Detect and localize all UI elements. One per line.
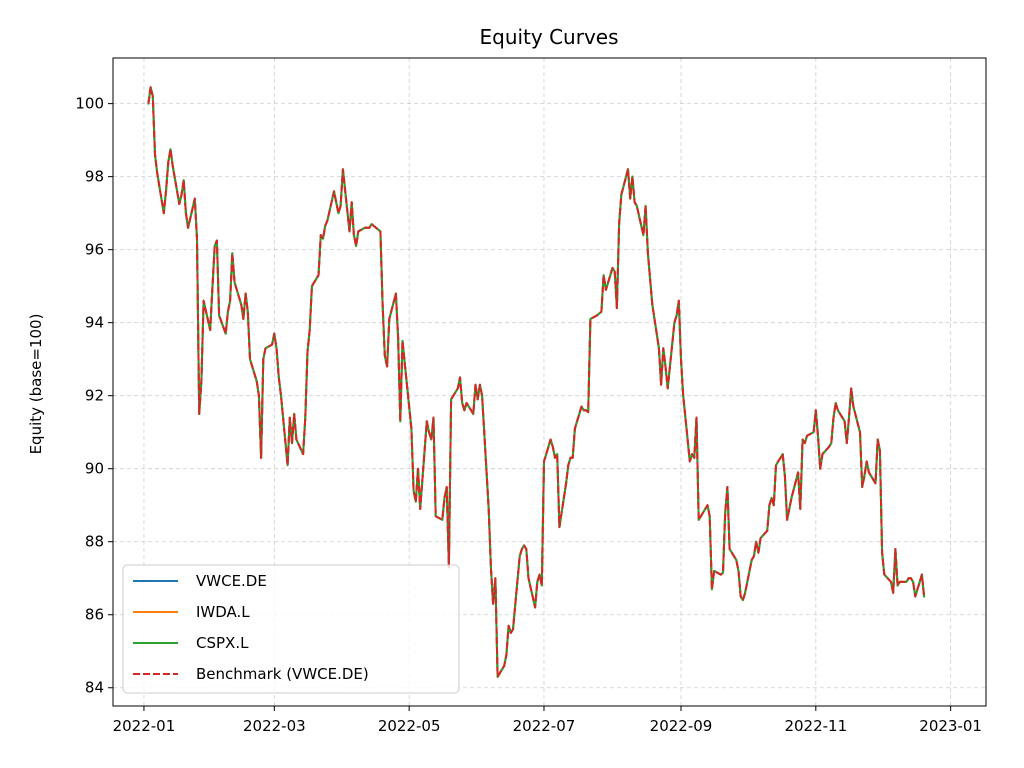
y-tick-label: 86 <box>85 606 104 624</box>
legend-label: IWDA.L <box>196 603 250 621</box>
y-tick-label: 84 <box>85 679 104 697</box>
y-tick-label: 100 <box>75 95 104 113</box>
legend-label: CSPX.L <box>196 634 249 652</box>
y-tick-label: 90 <box>85 460 104 478</box>
x-tick-label: 2022-01 <box>113 717 176 735</box>
y-tick-label: 88 <box>85 533 104 551</box>
legend: VWCE.DE IWDA.L CSPX.L Benchmark (VWCE.DE) <box>122 564 460 694</box>
y-axis-ticks: 84 86 88 90 92 94 96 98 100 <box>75 95 113 697</box>
legend-box <box>122 564 460 694</box>
y-tick-label: 96 <box>85 241 104 259</box>
y-axis-label: Equity (base=100) <box>27 314 45 455</box>
grid <box>113 58 986 706</box>
legend-label: Benchmark (VWCE.DE) <box>196 665 369 683</box>
y-tick-label: 98 <box>85 168 104 186</box>
series-lines <box>147 86 926 678</box>
x-axis-ticks: 2022-01 2022-03 2022-05 2022-07 2022-09 2022-… <box>113 706 982 735</box>
plot-frame <box>112 57 987 707</box>
legend-label: VWCE.DE <box>196 572 267 590</box>
y-tick-label: 92 <box>85 387 104 405</box>
y-tick-label: 94 <box>85 314 104 332</box>
x-tick-label: 2022-05 <box>378 717 441 735</box>
x-tick-label: 2022-11 <box>784 717 847 735</box>
chart-title: Equity Curves <box>479 25 618 49</box>
x-tick-label: 2023-01 <box>919 717 982 735</box>
x-tick-label: 2022-09 <box>650 717 713 735</box>
series-line-benchmark-vwce-de <box>147 86 926 678</box>
x-tick-label: 2022-03 <box>243 717 306 735</box>
x-tick-label: 2022-07 <box>513 717 576 735</box>
